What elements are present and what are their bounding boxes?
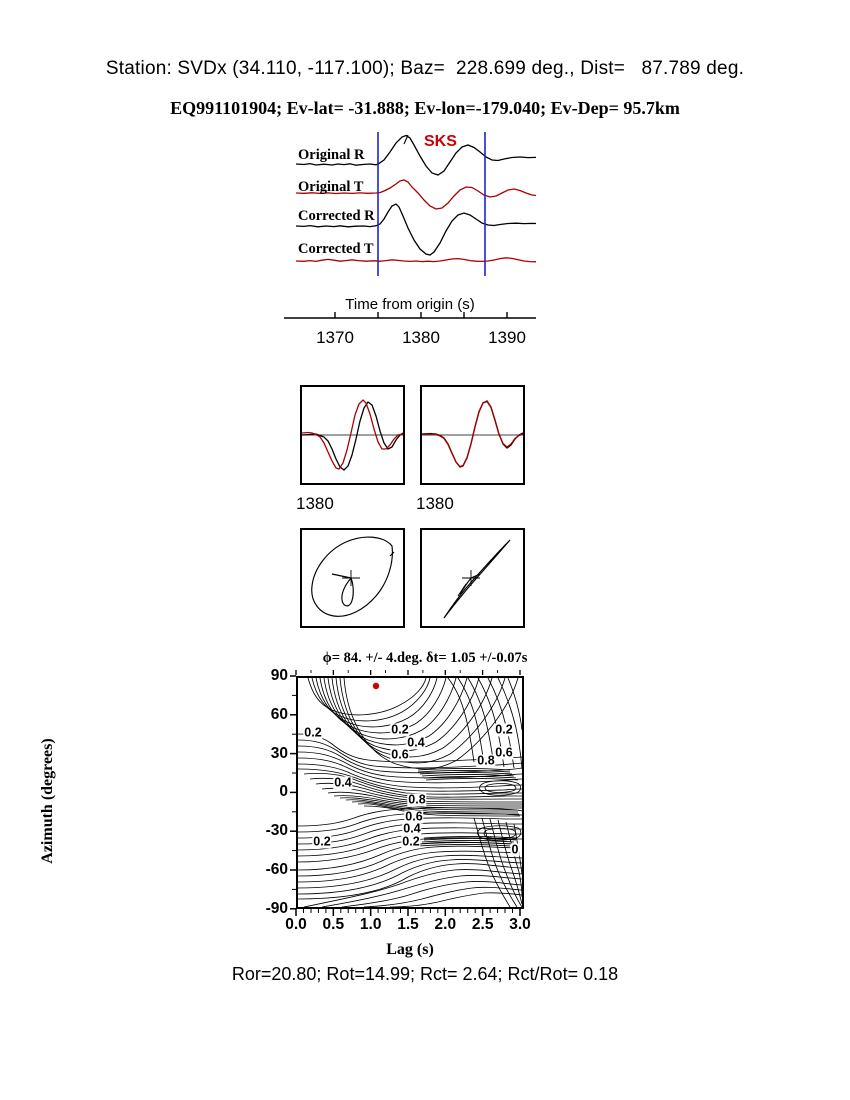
time-tick-1390: 1390 xyxy=(488,328,526,347)
x-tick-0-0: 0.0 xyxy=(285,916,307,933)
trace-original-t xyxy=(295,179,537,210)
contour-label-0-8-a: 0.8 xyxy=(476,753,496,768)
particle-motion-corrected xyxy=(443,539,511,619)
contour-label-0-4-a: 0.4 xyxy=(406,735,426,750)
time-tick-1370: 1370 xyxy=(316,328,354,347)
contour-label-0-6-c: 0.6 xyxy=(404,809,424,824)
trace-label-corrected-r: Corrected R xyxy=(298,208,375,224)
contour-label-0-2-c: 0.2 xyxy=(303,725,323,740)
fast-slow-tick-corrected: 1380 xyxy=(416,494,454,513)
contour-label-0-8-b: 0.8 xyxy=(407,792,427,807)
x-tick-1-0: 1.0 xyxy=(359,916,382,933)
sks-phase-label: SKS xyxy=(424,133,457,150)
contour-x-axis-label: Lag (s) xyxy=(386,941,434,958)
fast-slow-panel-uncorrected xyxy=(300,385,405,485)
time-axis-line xyxy=(284,312,536,319)
waveform-traces xyxy=(295,132,537,276)
particle-path-uncorrected xyxy=(311,536,393,617)
contour-label-0-2-a: 0.2 xyxy=(390,722,410,737)
sks-pick-tick xyxy=(403,134,409,145)
contour-label-0-2-e: 0.2 xyxy=(312,834,332,849)
y-tick-60: 60 xyxy=(270,706,288,723)
time-axis: Time from origin (s) 1370 1380 1390 xyxy=(280,296,540,356)
slow-wave-uncorrected xyxy=(301,401,404,471)
contour-label-0-2-b: 0.2 xyxy=(494,722,514,737)
fast-wave-corrected xyxy=(421,400,524,468)
quality-stats-footer: Ror=20.80; Rot=14.99; Rct= 2.64; Rct/Rot… xyxy=(231,964,619,984)
particle-path-inner-uncorrected xyxy=(341,576,354,607)
contour-label-0-6-a: 0.6 xyxy=(390,747,410,762)
hodogram-uncorrected xyxy=(300,528,405,628)
waveform-panel xyxy=(280,130,540,280)
hodogram-corrected xyxy=(420,528,525,628)
y-tick-30: 30 xyxy=(270,745,288,762)
station-info-header: Station: SVDx (34.110, -117.100); Baz= 2… xyxy=(105,58,745,79)
particle-motion-uncorrected xyxy=(311,536,395,617)
x-tick-2-0: 2.0 xyxy=(434,916,457,933)
time-axis-title: Time from origin (s) xyxy=(345,296,475,313)
y-tick-neg90: -90 xyxy=(265,900,288,917)
x-tick-2-5: 2.5 xyxy=(471,916,494,933)
contour-label-0: 0 xyxy=(510,842,520,857)
x-tick-3-0: 3.0 xyxy=(509,916,531,933)
trace-corrected-t xyxy=(295,257,537,263)
contour-label-0-6-b: 0.6 xyxy=(494,745,514,760)
splitting-parameters-title: ϕ= 84. +/- 4.deg. δt= 1.05 +/-0.07s xyxy=(322,650,528,666)
particle-path-corrected xyxy=(443,539,511,619)
fast-wave-uncorrected xyxy=(301,399,404,470)
fast-slow-waveforms-corrected xyxy=(421,400,524,468)
fast-slow-tick-uncorrected: 1380 xyxy=(296,494,334,513)
contour-label-0-4-c: 0.4 xyxy=(402,821,422,836)
trace-original-r xyxy=(295,134,537,176)
y-tick-neg60: -60 xyxy=(265,861,288,878)
trace-label-corrected-t: Corrected T xyxy=(298,241,374,257)
particle-path-tail-uncorrected xyxy=(331,551,395,579)
fast-slow-waveforms-uncorrected xyxy=(301,399,404,471)
contour-label-0-2-d: 0.2 xyxy=(401,834,421,849)
fast-slow-panel-corrected xyxy=(420,385,525,485)
contour-axis-ticks xyxy=(290,670,521,916)
time-tick-1380: 1380 xyxy=(402,328,440,347)
y-tick-neg30: -30 xyxy=(265,822,288,839)
solution-marker xyxy=(372,682,380,690)
event-info-header: EQ991101904; Ev-lat= -31.888; Ev-lon=-17… xyxy=(170,98,680,118)
y-tick-0: 0 xyxy=(279,783,288,800)
particle-path-detail-corrected xyxy=(457,573,481,597)
trace-label-original-r: Original R xyxy=(298,147,365,163)
trace-corrected-r xyxy=(295,203,537,256)
contour-label-0-4-b: 0.4 xyxy=(333,775,353,790)
contour-y-axis-label: Azimuth (degrees) xyxy=(39,738,56,864)
y-tick-90: 90 xyxy=(270,667,288,684)
x-tick-0-5: 0.5 xyxy=(322,916,345,933)
trace-label-original-t: Original T xyxy=(298,179,364,195)
x-tick-1-5: 1.5 xyxy=(397,916,419,933)
slow-wave-corrected xyxy=(421,400,524,468)
